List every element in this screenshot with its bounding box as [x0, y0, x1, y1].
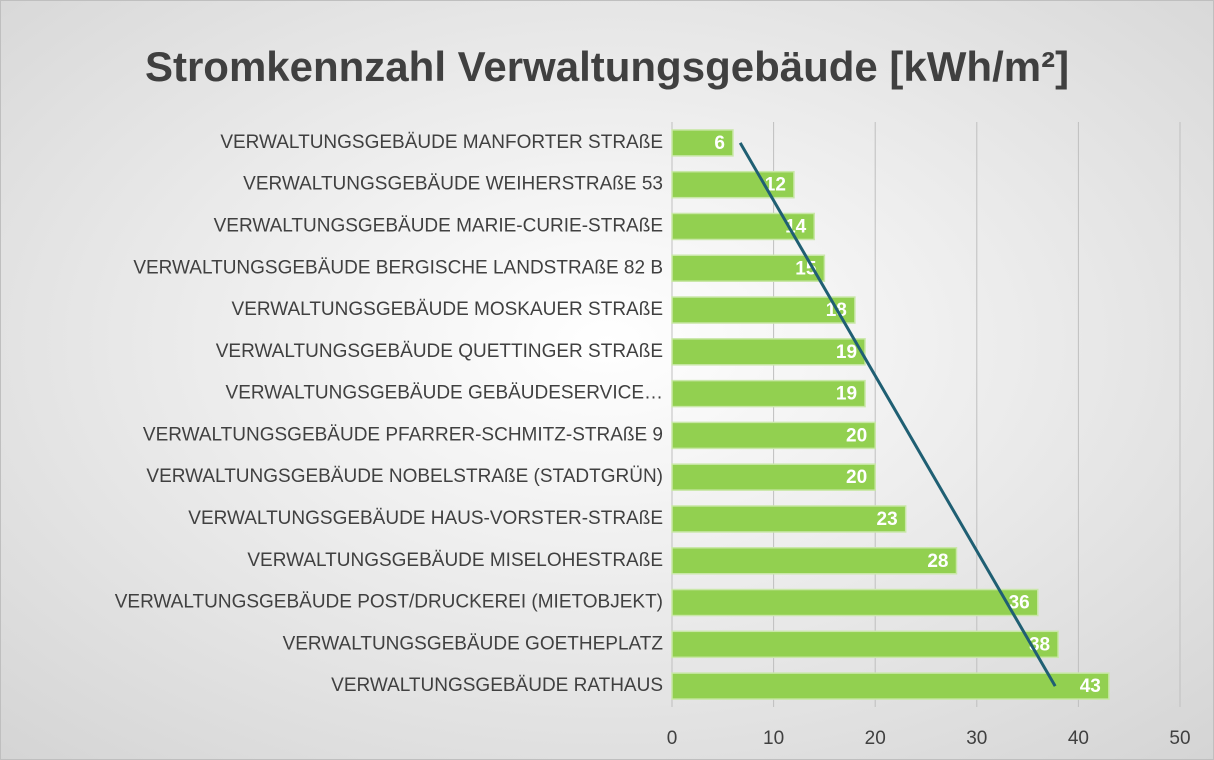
data-label: 6 [714, 133, 725, 154]
bar [671, 170, 795, 199]
y-tick-label: VERWALTUNGSGEBÄUDE BERGISCHE LANDSTRAßE … [133, 257, 663, 278]
data-label: 20 [846, 467, 867, 488]
x-tick-label: 10 [763, 728, 784, 749]
bar [671, 421, 876, 450]
y-tick-label: VERWALTUNGSGEBÄUDE NOBELSTRAßE (STADTGRÜ… [146, 466, 663, 487]
y-tick-label: VERWALTUNGSGEBÄUDE QUETTINGER STRAßE [216, 341, 663, 362]
data-label: 12 [765, 175, 786, 196]
x-tick-label: 0 [667, 728, 678, 749]
bar [671, 338, 866, 366]
y-tick-label: VERWALTUNGSGEBÄUDE HAUS-VORSTER-STRAßE [188, 508, 663, 529]
data-label: 20 [846, 425, 867, 446]
data-label: 23 [877, 509, 898, 530]
bar [671, 547, 958, 575]
bar [671, 463, 876, 491]
bar [671, 254, 826, 282]
trendline [738, 142, 1057, 687]
bar [671, 505, 907, 533]
bar [671, 296, 856, 324]
y-tick-label: VERWALTUNGSGEBÄUDE MISELOHESTRAßE [247, 550, 663, 571]
y-tick-label: VERWALTUNGSGEBÄUDE MOSKAUER STRAßE [232, 299, 663, 320]
y-tick-label: VERWALTUNGSGEBÄUDE RATHAUS [331, 675, 663, 696]
y-tick-label: VERWALTUNGSGEBÄUDE WEIHERSTRAßE 53 [243, 174, 663, 195]
chart-title: Stromkennzahl Verwaltungsgebäude [kWh/m²… [145, 43, 1069, 90]
y-tick-label: VERWALTUNGSGEBÄUDE MANFORTER STRAßE [220, 132, 663, 153]
x-tick-label: 40 [1068, 728, 1089, 749]
x-tick-label: 50 [1169, 728, 1190, 749]
y-tick-label: VERWALTUNGSGEBÄUDE PFARRER-SCHMITZ-STRAß… [143, 424, 663, 445]
bar [671, 630, 1059, 659]
bar [671, 379, 866, 408]
data-label: 28 [927, 551, 948, 572]
data-label: 43 [1080, 676, 1101, 697]
y-tick-label: VERWALTUNGSGEBÄUDE GEBÄUDESERVICE… [226, 383, 663, 404]
y-tick-label: VERWALTUNGSGEBÄUDE MARIE-CURIE-STRAßE [214, 215, 663, 236]
x-tick-label: 20 [865, 728, 886, 749]
bar [671, 588, 1039, 617]
bar [671, 212, 815, 241]
bar [671, 129, 734, 157]
y-tick-label: VERWALTUNGSGEBÄUDE POST/DRUCKEREI (MIETO… [115, 592, 663, 613]
bar [671, 672, 1110, 700]
data-label: 19 [836, 342, 857, 363]
x-tick-label: 30 [966, 728, 987, 749]
y-tick-label: VERWALTUNGSGEBÄUDE GOETHEPLATZ [283, 633, 664, 654]
data-label: 19 [836, 384, 857, 405]
data-label: 36 [1009, 593, 1030, 614]
